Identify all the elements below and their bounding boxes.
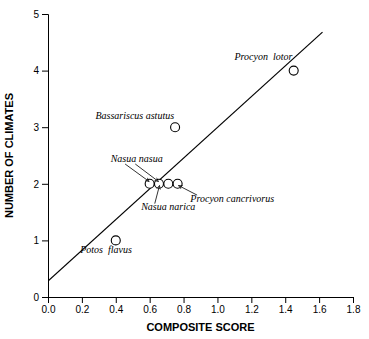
annotation: Bassariscus astutus [95,110,174,121]
x-axis-tick-label: 0.6 [143,304,157,315]
x-axis-tick-mark [82,297,83,303]
y-axis-tick-label: 4 [33,65,39,76]
y-axis-tick-label: 2 [33,179,39,190]
y-axis-tick-mark [42,71,48,72]
x-axis-tick-mark [217,297,218,303]
x-axis-tick-mark [319,297,320,303]
x-axis-tick: 0.8 [177,297,191,315]
x-axis-tick-mark [353,297,354,303]
x-axis-tick-label: 0.8 [177,304,191,315]
x-axis-tick-mark [184,297,185,303]
y-axis-tick-mark [42,14,48,15]
y-axis-tick: 3 [33,122,48,133]
annotation: Nasua nasua [110,153,163,164]
x-axis-tick-label: 0.0 [42,304,56,315]
y-axis-tick-label: 1 [33,235,39,246]
annotation: Nasua narica [140,201,195,212]
annotation-arrow [125,164,149,182]
y-axis-tick-mark [42,240,48,241]
y-axis-title: NUMBER OF CLIMATES [3,93,15,218]
x-axis-title: COMPOSITE SCORE [146,321,254,333]
chart: 0.0 0.2 0.4 0.6 0.8 1.0 1.2 1.4 1.6 1.8 0 1 2 3 4 5 Nasu… [0,0,369,339]
data-point [164,179,173,188]
x-axis-tick: 1.0 [211,297,225,315]
y-axis-tick-mark [42,297,48,298]
annotation: Procyon lotor [233,51,292,62]
y-axis-line [42,15,49,298]
annotation: Potos flavus [79,244,132,255]
x-axis-tick-label: 0.4 [109,304,123,315]
x-axis-tick-mark [285,297,286,303]
annotation: Procyon cancrivorus [189,193,274,204]
y-axis-tick: 1 [33,235,48,246]
x-axis-tick-label: 0.2 [75,304,89,315]
x-axis-tick: 0.4 [109,297,123,315]
y-axis: 0 1 2 3 4 5 [33,9,48,303]
y-axis-tick-label: 0 [33,292,39,303]
x-axis-tick-label: 1.2 [245,304,259,315]
y-axis-tick: 4 [33,65,48,76]
x-axis-tick-label: 1.4 [279,304,293,315]
data-point [145,179,154,188]
regression-line [48,32,323,281]
x-axis-tick-mark [150,297,151,303]
x-axis: 0.0 0.2 0.4 0.6 0.8 1.0 1.2 1.4 1.6 1.8 [42,297,361,315]
x-axis-tick: 0.2 [75,297,89,315]
x-axis-tick: 1.2 [245,297,259,315]
y-axis-tick-mark [42,184,48,185]
y-axis-tick-mark [42,127,48,128]
annotations: Nasua nasua Nasua naricaProcyon cancrivor… [79,51,292,254]
y-axis-tick-label: 3 [33,122,39,133]
x-axis-tick: 0.0 [42,297,56,315]
x-axis-tick: 1.8 [347,297,361,315]
plot: 0.0 0.2 0.4 0.6 0.8 1.0 1.2 1.4 1.6 1.8 0 1 2 3 4 5 Nasu… [33,9,360,315]
x-axis-tick: 0.6 [143,297,157,315]
y-axis-tick: 2 [33,179,48,190]
annotation-arrow [135,164,158,182]
x-axis-tick-label: 1.8 [347,304,361,315]
y-axis-tick: 0 [33,292,48,303]
x-axis-tick: 1.4 [279,297,293,315]
x-axis-tick-label: 1.0 [211,304,225,315]
data-point [289,66,298,75]
y-axis-tick: 5 [33,9,48,20]
y-axis-tick-label: 5 [33,9,39,20]
x-axis-line [49,298,354,304]
marks [48,32,323,281]
x-axis-tick-mark [116,297,117,303]
x-axis-tick-label: 1.6 [313,304,327,315]
data-point [171,123,180,132]
x-axis-tick-mark [251,297,252,303]
x-axis-tick: 1.6 [313,297,327,315]
